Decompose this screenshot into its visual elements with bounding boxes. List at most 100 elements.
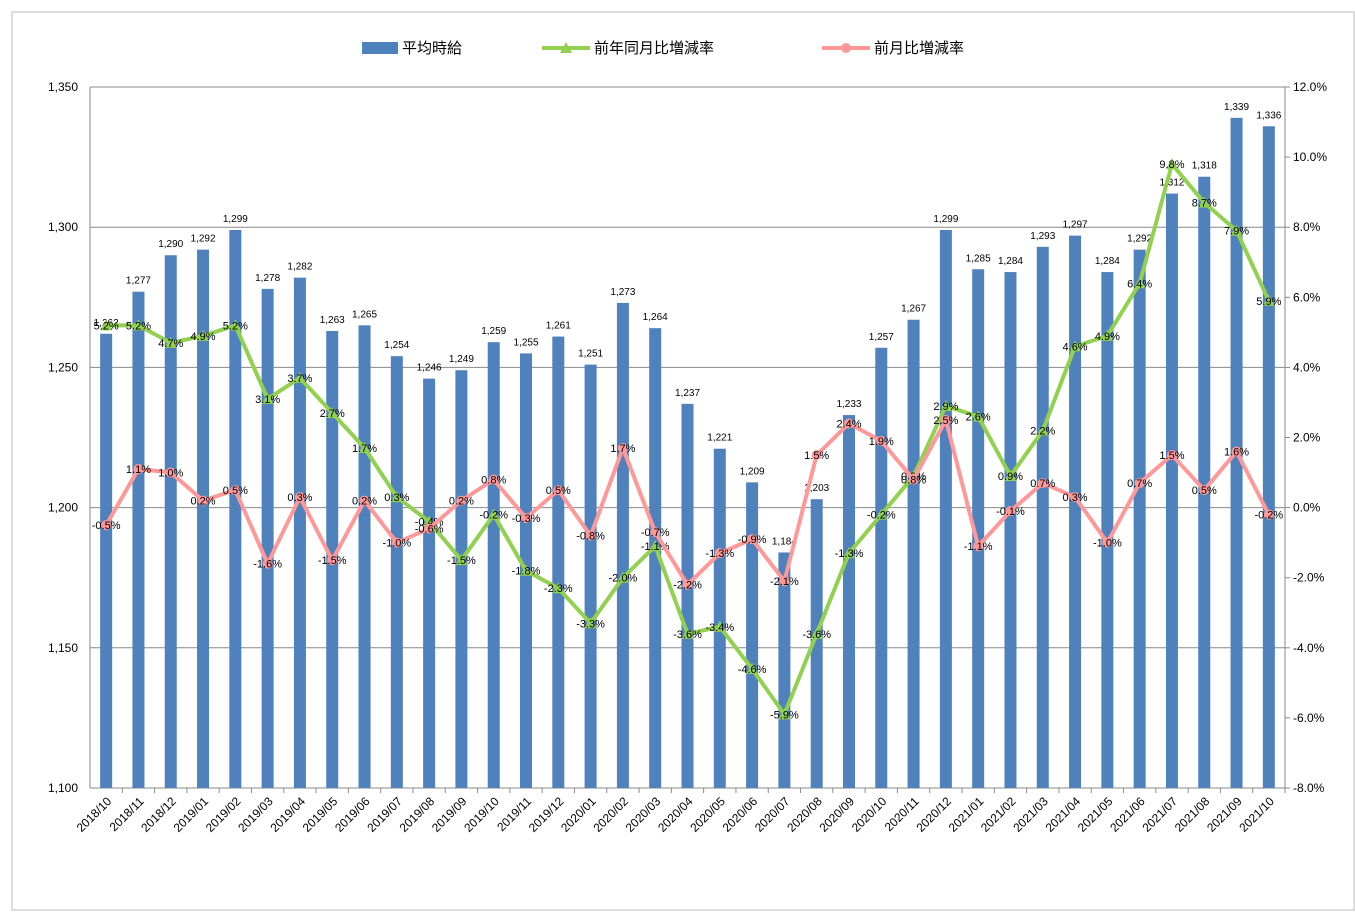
bar-label: 1,336 bbox=[1256, 110, 1281, 121]
point-label: -3.6% bbox=[673, 629, 702, 641]
bar bbox=[1069, 235, 1082, 788]
bar-label: 1,255 bbox=[513, 337, 538, 348]
legend-label: 前年同月比増減率 bbox=[594, 40, 714, 57]
y-tick-label: 1,150 bbox=[48, 641, 78, 655]
bar-label: 1,251 bbox=[578, 349, 603, 360]
bar-label: 1,284 bbox=[1095, 256, 1120, 267]
marker bbox=[1231, 446, 1242, 457]
bar bbox=[681, 403, 694, 788]
marker bbox=[198, 495, 209, 506]
point-label: -1.5% bbox=[318, 555, 347, 567]
point-label: 2.5% bbox=[933, 415, 958, 427]
bar-label: 1,273 bbox=[610, 287, 635, 298]
bar bbox=[1133, 249, 1146, 788]
marker bbox=[262, 558, 273, 569]
marker bbox=[100, 319, 113, 331]
bar bbox=[1262, 126, 1275, 789]
marker bbox=[973, 541, 984, 552]
point-label: -1.1% bbox=[964, 541, 993, 553]
point-label: 5.9% bbox=[1256, 296, 1281, 308]
marker bbox=[1199, 485, 1210, 496]
point-label: -0.1% bbox=[996, 506, 1025, 518]
marker bbox=[810, 627, 823, 639]
marker bbox=[1230, 224, 1243, 236]
bar bbox=[907, 319, 920, 788]
bar bbox=[746, 482, 759, 788]
marker bbox=[746, 662, 759, 674]
bar bbox=[423, 378, 436, 788]
marker bbox=[164, 336, 177, 348]
marker bbox=[778, 708, 791, 720]
bar-label: 1,339 bbox=[1224, 102, 1249, 113]
marker bbox=[1134, 478, 1145, 489]
point-label: -3.3% bbox=[576, 618, 605, 630]
marker bbox=[165, 467, 176, 478]
bar-label: 1,233 bbox=[836, 399, 861, 410]
marker bbox=[681, 627, 694, 639]
bar-label: 1,293 bbox=[1030, 231, 1055, 242]
point-label: -0.2% bbox=[1254, 510, 1283, 522]
bar-label: 1,237 bbox=[675, 388, 700, 399]
y-tick-label: 1,250 bbox=[48, 360, 78, 374]
marker bbox=[649, 540, 662, 552]
marker bbox=[714, 548, 725, 559]
point-label: -1.5% bbox=[447, 555, 476, 567]
marker bbox=[521, 513, 532, 524]
marker bbox=[456, 495, 467, 506]
point-label: 2.7% bbox=[320, 408, 345, 420]
bar-label: 1,312 bbox=[1159, 178, 1184, 189]
marker bbox=[747, 534, 758, 545]
y2-tick-label: -2.0% bbox=[1293, 571, 1325, 585]
point-label: -0.2% bbox=[867, 510, 896, 522]
bar-label: 1,284 bbox=[998, 256, 1023, 267]
point-label: 4.6% bbox=[1063, 341, 1088, 353]
point-label: 4.7% bbox=[158, 338, 183, 350]
bar-label: 1,292 bbox=[1127, 234, 1152, 245]
bar bbox=[293, 277, 306, 788]
bar bbox=[229, 230, 242, 788]
marker bbox=[552, 582, 565, 594]
bar bbox=[972, 269, 985, 788]
point-label: 0.2% bbox=[449, 496, 474, 508]
bar bbox=[649, 328, 662, 788]
y2-tick-label: 10.0% bbox=[1293, 150, 1327, 164]
y2-tick-label: 8.0% bbox=[1293, 220, 1321, 234]
marker bbox=[876, 436, 887, 447]
point-label: 1.0% bbox=[158, 468, 183, 480]
marker bbox=[487, 508, 500, 520]
marker bbox=[584, 617, 597, 629]
marker bbox=[390, 491, 403, 503]
y2-tick-label: 2.0% bbox=[1293, 431, 1321, 445]
marker bbox=[391, 537, 402, 548]
bar-label: 1,221 bbox=[707, 433, 732, 444]
point-label: -0.6% bbox=[415, 524, 444, 536]
y2-tick-label: 12.0% bbox=[1293, 80, 1327, 94]
marker bbox=[229, 319, 242, 331]
marker bbox=[424, 523, 435, 534]
bar-label: 1,261 bbox=[546, 321, 571, 332]
bar-label: 1,265 bbox=[352, 309, 377, 320]
marker bbox=[1070, 492, 1081, 503]
marker bbox=[908, 474, 919, 485]
point-label: 9.8% bbox=[1159, 159, 1184, 171]
point-label: 0.3% bbox=[1063, 492, 1088, 504]
marker bbox=[616, 571, 629, 583]
marker bbox=[940, 414, 951, 425]
bar bbox=[939, 230, 952, 788]
marker bbox=[779, 576, 790, 587]
bar bbox=[390, 356, 403, 788]
point-label: 1.7% bbox=[352, 443, 377, 455]
legend-label: 前月比増減率 bbox=[874, 40, 964, 57]
point-label: -5.9% bbox=[770, 709, 799, 721]
bar-label: 1,299 bbox=[933, 214, 958, 225]
marker bbox=[811, 450, 822, 461]
point-label: 5.2% bbox=[94, 320, 119, 332]
point-label: -3.4% bbox=[705, 622, 734, 634]
point-label: -3.6% bbox=[802, 629, 831, 641]
marker bbox=[261, 392, 274, 404]
marker bbox=[1037, 478, 1048, 489]
marker bbox=[359, 495, 370, 506]
bar-label: 1,259 bbox=[481, 326, 506, 337]
bar-label: 1,263 bbox=[320, 315, 345, 326]
